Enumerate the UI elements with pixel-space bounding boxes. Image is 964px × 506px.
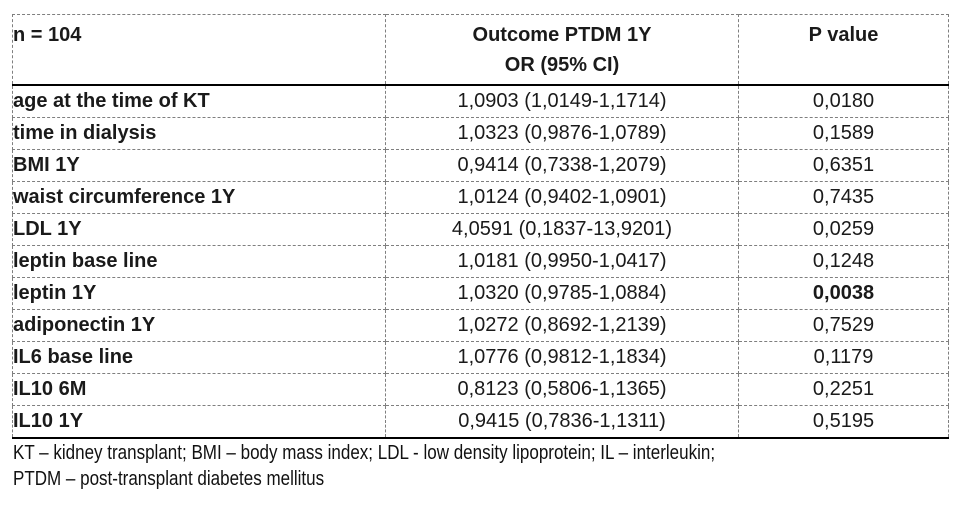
table-row: age at the time of KT 1,0903 (1,0149-1,17… bbox=[12, 84, 949, 118]
row-p-value: 0,1179 bbox=[738, 341, 949, 374]
row-or-ci-value: 0,9415 (0,7836-1,1311) bbox=[385, 405, 739, 439]
row-p-value: 0,7529 bbox=[738, 309, 949, 342]
row-p-value: 0,2251 bbox=[738, 373, 949, 406]
row-or-ci-value: 1,0320 (0,9785-1,0884) bbox=[385, 277, 739, 310]
row-p-value: 0,5195 bbox=[738, 405, 949, 439]
table-row: BMI 1Y 0,9414 (0,7338-1,2079) 0,6351 bbox=[12, 149, 949, 182]
row-variable-label: LDL 1Y bbox=[12, 213, 386, 246]
table-row: adiponectin 1Y 1,0272 (0,8692-1,2139) 0,75… bbox=[12, 309, 949, 342]
table-row: leptin base line 1,0181 (0,9950-1,0417) 0,… bbox=[12, 245, 949, 278]
row-p-value: 0,7435 bbox=[738, 181, 949, 214]
table-header: n = 104 Outcome PTDM 1Y OR (95% CI) P va… bbox=[12, 14, 949, 86]
header-outcome: Outcome PTDM 1Y OR (95% CI) bbox=[385, 14, 739, 86]
table-row: IL10 1Y 0,9415 (0,7836-1,1311) 0,5195 bbox=[12, 405, 949, 439]
row-variable-label: waist circumference 1Y bbox=[12, 181, 386, 214]
table-row: time in dialysis 1,0323 (0,9876-1,0789) 0,… bbox=[12, 117, 949, 150]
table-footnote: KT – kidney transplant; BMI – body mass … bbox=[13, 440, 963, 492]
row-p-value: 0,0180 bbox=[738, 84, 949, 118]
row-p-value: 0,6351 bbox=[738, 149, 949, 182]
row-p-value: 0,0038 bbox=[738, 277, 949, 310]
row-variable-label: IL10 6M bbox=[12, 373, 386, 406]
header-outcome-line1: Outcome PTDM 1Y bbox=[472, 24, 652, 46]
row-or-ci-value: 0,8123 (0,5806-1,1365) bbox=[385, 373, 739, 406]
row-variable-label: time in dialysis bbox=[12, 117, 386, 150]
table-row: leptin 1Y 1,0320 (0,9785-1,0884) 0,0038 bbox=[12, 277, 949, 310]
table-row: waist circumference 1Y 1,0124 (0,9402-1,0… bbox=[12, 181, 949, 214]
row-or-ci-value: 0,9414 (0,7338-1,2079) bbox=[385, 149, 739, 182]
row-or-ci-value: 1,0272 (0,8692-1,2139) bbox=[385, 309, 739, 342]
table-row: IL10 6M 0,8123 (0,5806-1,1365) 0,2251 bbox=[12, 373, 949, 406]
row-or-ci-value: 1,0124 (0,9402-1,0901) bbox=[385, 181, 739, 214]
header-row: n = 104 Outcome PTDM 1Y OR (95% CI) P va… bbox=[12, 14, 949, 86]
table-body: age at the time of KT 1,0903 (1,0149-1,17… bbox=[12, 84, 949, 439]
row-or-ci-value: 1,0776 (0,9812-1,1834) bbox=[385, 341, 739, 374]
row-p-value: 0,1248 bbox=[738, 245, 949, 278]
table-row: LDL 1Y 4,0591 (0,1837-13,9201) 0,0259 bbox=[12, 213, 949, 246]
row-p-value: 0,1589 bbox=[738, 117, 949, 150]
footnote-line-1: KT – kidney transplant; BMI – body mass … bbox=[13, 441, 716, 464]
row-or-ci-value: 1,0181 (0,9950-1,0417) bbox=[385, 245, 739, 278]
row-variable-label: leptin base line bbox=[12, 245, 386, 278]
row-variable-label: adiponectin 1Y bbox=[12, 309, 386, 342]
header-p-value: P value bbox=[738, 14, 949, 86]
row-p-value: 0,0259 bbox=[738, 213, 949, 246]
regression-results-table: n = 104 Outcome PTDM 1Y OR (95% CI) P va… bbox=[12, 14, 949, 439]
row-or-ci-value: 1,0323 (0,9876-1,0789) bbox=[385, 117, 739, 150]
header-sample-size: n = 104 bbox=[12, 14, 386, 86]
row-variable-label: BMI 1Y bbox=[12, 149, 386, 182]
row-or-ci-value: 4,0591 (0,1837-13,9201) bbox=[385, 213, 739, 246]
row-variable-label: leptin 1Y bbox=[12, 277, 386, 310]
row-variable-label: age at the time of KT bbox=[12, 84, 386, 118]
row-or-ci-value: 1,0903 (1,0149-1,1714) bbox=[385, 84, 739, 118]
footnote-line-2: PTDM – post-transplant diabetes mellitus bbox=[13, 467, 325, 490]
row-variable-label: IL10 1Y bbox=[12, 405, 386, 439]
row-variable-label: IL6 base line bbox=[12, 341, 386, 374]
table-row: IL6 base line 1,0776 (0,9812-1,1834) 0,117… bbox=[12, 341, 949, 374]
header-outcome-line2: OR (95% CI) bbox=[504, 54, 620, 76]
